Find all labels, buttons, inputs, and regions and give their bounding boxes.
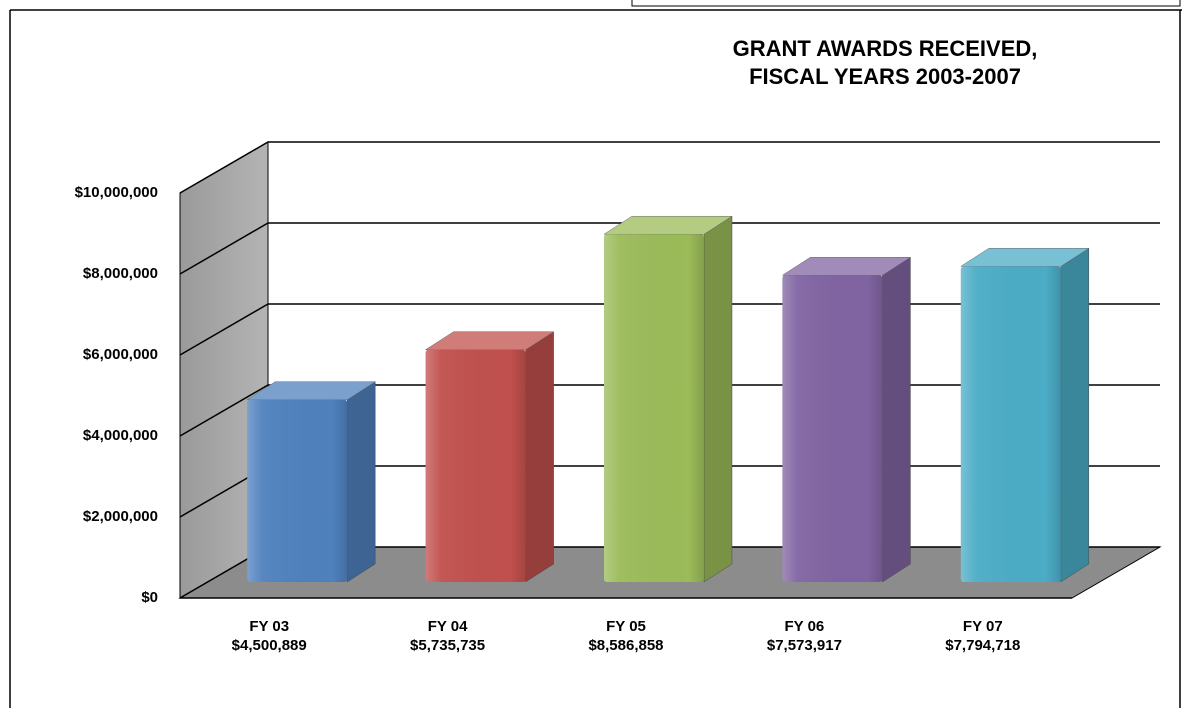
y-tick-label: $4,000,000 <box>83 427 158 444</box>
y-tick-label: $0 <box>141 589 158 606</box>
grid-line <box>179 222 1160 275</box>
bar-shine <box>247 399 348 582</box>
y-tick-label: $8,000,000 <box>83 265 158 282</box>
bar-top-light <box>247 381 376 400</box>
x-tick-label: FY 06 <box>785 618 825 635</box>
bar-side-shade <box>882 257 911 582</box>
value-label: $8,586,858 <box>588 637 663 654</box>
x-tick-label: FY 03 <box>249 618 289 635</box>
value-label: $7,794,718 <box>945 637 1020 654</box>
y-tick-label: $10,000,000 <box>75 184 158 201</box>
x-tick-label: FY 07 <box>963 618 1003 635</box>
y-tick-label: $2,000,000 <box>83 508 158 525</box>
bar-top-light <box>960 248 1089 267</box>
value-label: $4,500,889 <box>232 637 307 654</box>
bar-top-light <box>604 216 732 235</box>
bar-side-shade <box>1060 248 1089 583</box>
bar-shine <box>782 275 883 582</box>
chart-title: GRANT AWARDS RECEIVED, <box>733 36 1038 61</box>
bar-shine <box>960 266 1061 582</box>
bar-side-shade <box>347 381 376 582</box>
bar-top-light <box>425 331 554 350</box>
y-tick-label: $6,000,000 <box>83 346 158 363</box>
value-label: $7,573,917 <box>767 637 842 654</box>
grid-line <box>179 141 1160 194</box>
chart-subtitle: FISCAL YEARS 2003-2007 <box>749 64 1021 89</box>
value-label: $5,735,735 <box>410 637 485 654</box>
bar-side-shade <box>704 216 732 583</box>
bar-shine <box>604 234 704 583</box>
top-box <box>631 0 1181 7</box>
bar-shine <box>425 349 526 582</box>
x-tick-label: FY 04 <box>428 618 468 635</box>
bar-side-shade <box>525 331 554 582</box>
bar-top-light <box>782 257 911 276</box>
x-tick-label: FY 05 <box>606 618 646 635</box>
